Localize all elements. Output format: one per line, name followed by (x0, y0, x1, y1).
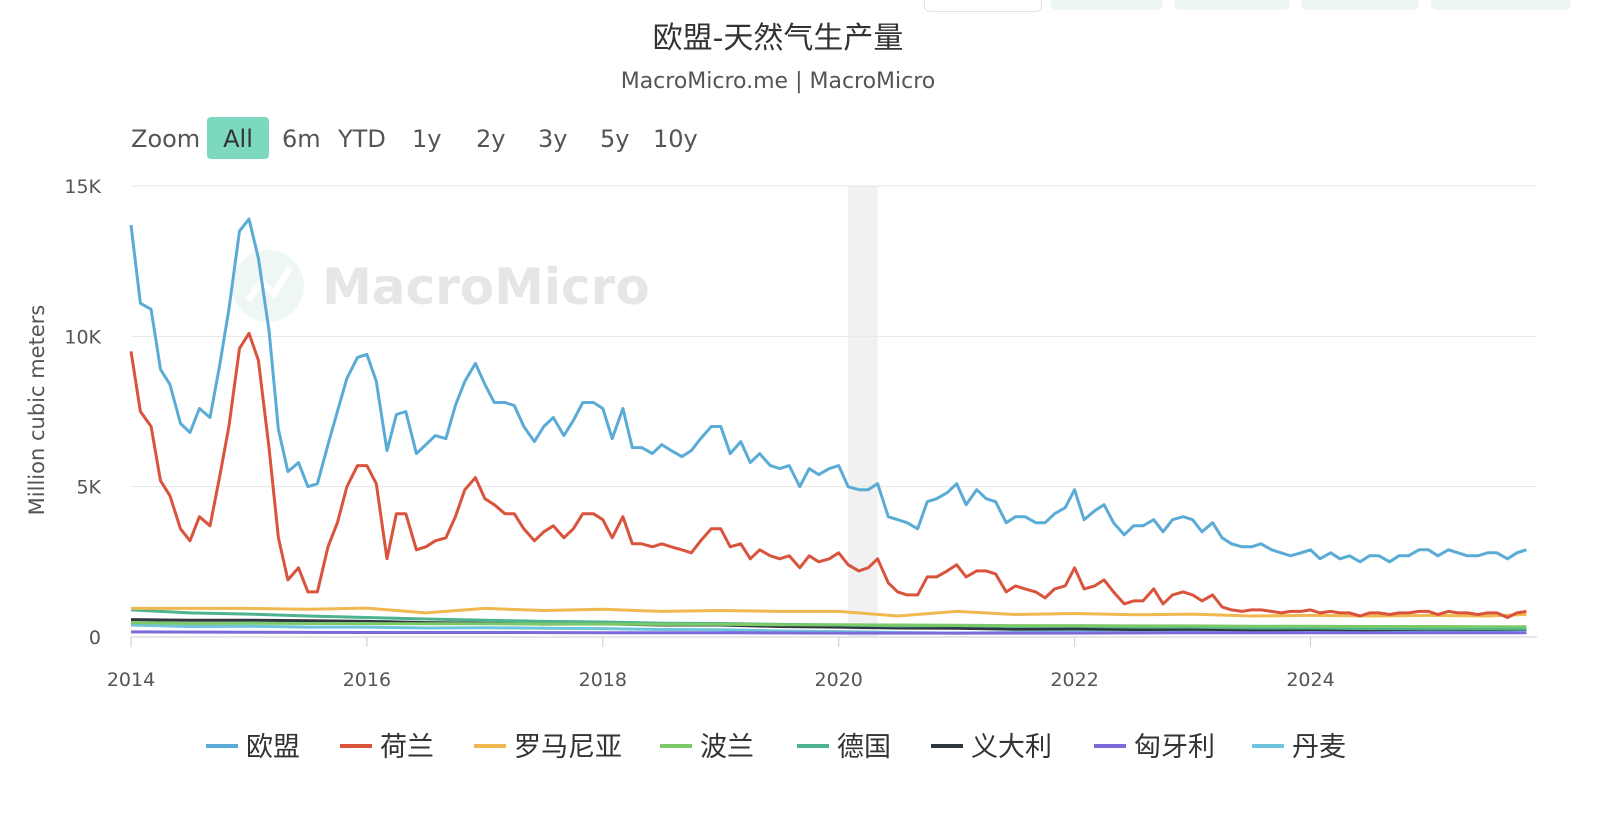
x-tick-label: 2016 (343, 669, 391, 691)
grid-lines (131, 185, 1537, 638)
series-line-欧盟[interactable] (129, 217, 1527, 564)
legend-label: 丹麦 (1292, 732, 1346, 763)
series-lines (129, 217, 1527, 635)
y-axis: 0 5K 10K 15K (64, 176, 101, 649)
legend-item-义大利[interactable]: 义大利 (931, 732, 1052, 763)
series-line-罗马尼亚[interactable] (131, 606, 1527, 618)
top-tab-4[interactable] (1301, 0, 1419, 10)
x-tick-label: 2018 (579, 669, 627, 691)
watermark: MacroMicro (232, 250, 650, 322)
y-tick-label: 10K (64, 326, 101, 348)
y-axis-title: Million cubic meters (25, 305, 49, 516)
legend-item-罗马尼亚[interactable]: 罗马尼亚 (474, 732, 622, 763)
chart-title: 欧盟-天然气生产量 (653, 21, 904, 56)
legend: 欧盟 荷兰 罗马尼亚 波兰 德国 义大利 匈牙利 丹麦 (206, 732, 1346, 763)
zoom-button-1y[interactable]: 1y (412, 125, 441, 153)
zoom-button-label: 3y (538, 125, 567, 153)
zoom-button-label: 10y (653, 125, 698, 153)
zoom-button-label: 2y (476, 125, 505, 153)
legend-label: 罗马尼亚 (514, 732, 622, 763)
zoom-button-ytd[interactable]: YTD (337, 125, 386, 153)
x-tick-label: 2020 (815, 669, 863, 691)
legend-label: 波兰 (700, 732, 754, 763)
zoom-button-6m[interactable]: 6m (282, 125, 321, 153)
x-tick-label: 2024 (1286, 669, 1334, 691)
legend-item-波兰[interactable]: 波兰 (660, 732, 754, 763)
series-line-荷兰[interactable] (129, 331, 1527, 619)
legend-label: 荷兰 (380, 732, 434, 763)
zoom-button-label: 5y (600, 125, 629, 153)
watermark-text: MacroMicro (322, 258, 650, 316)
legend-item-德国[interactable]: 德国 (797, 732, 891, 763)
y-tick-label: 0 (89, 627, 101, 649)
zoom-button-2y[interactable]: 2y (476, 125, 505, 153)
legend-item-欧盟[interactable]: 欧盟 (206, 732, 300, 763)
chart-subtitle: MacroMicro.me | MacroMicro (621, 69, 936, 94)
series-line-波兰[interactable] (130, 621, 1527, 629)
series-line-匈牙利[interactable] (130, 630, 1527, 635)
legend-label: 德国 (837, 732, 891, 763)
zoom-button-label: 6m (282, 125, 321, 153)
top-tab-5[interactable] (1431, 0, 1571, 10)
x-axis: 2014 2016 2018 2020 2022 2024 (107, 637, 1335, 691)
zoom-active-bg (207, 117, 269, 159)
zoom-button-label: YTD (337, 125, 386, 153)
legend-label: 匈牙利 (1134, 732, 1215, 763)
zoom-buttons: All 6m YTD 1y 2y 3y 5y 10y (207, 117, 698, 159)
legend-item-荷兰[interactable]: 荷兰 (340, 732, 434, 763)
zoom-button-3y[interactable]: 3y (538, 125, 567, 153)
top-tab-2[interactable] (1051, 0, 1163, 10)
y-tick-label: 5K (76, 477, 101, 499)
x-tick-label: 2022 (1050, 669, 1098, 691)
top-tab-1[interactable] (924, 0, 1042, 12)
zoom-label: Zoom (131, 125, 200, 153)
top-tab-3[interactable] (1174, 0, 1290, 10)
legend-label: 义大利 (971, 732, 1052, 763)
zoom-button-10y[interactable]: 10y (653, 125, 698, 153)
zoom-button-label: 1y (412, 125, 441, 153)
legend-item-匈牙利[interactable]: 匈牙利 (1094, 732, 1215, 763)
legend-item-丹麦[interactable]: 丹麦 (1252, 732, 1346, 763)
zoom-button-all[interactable]: All (207, 117, 269, 159)
legend-label: 欧盟 (246, 732, 300, 763)
zoom-button-5y[interactable]: 5y (600, 125, 629, 153)
watermark-trend-icon (245, 266, 293, 302)
x-tick-label: 2014 (107, 669, 155, 691)
y-tick-label: 15K (64, 176, 101, 198)
zoom-button-label: All (223, 125, 253, 153)
